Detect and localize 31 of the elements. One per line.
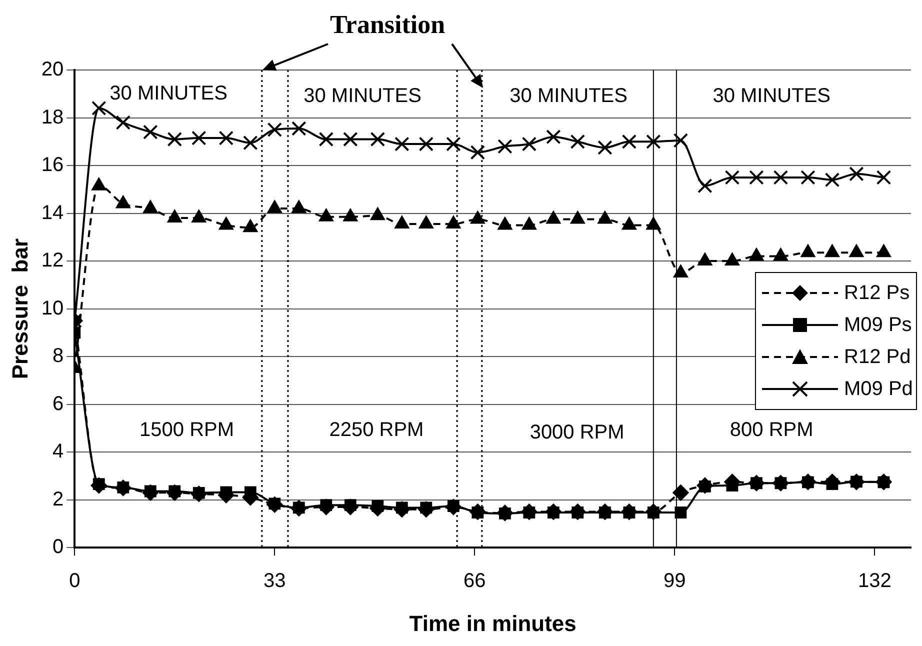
- annotation: 30 MINUTES: [510, 84, 628, 107]
- x-tick-label: 66: [464, 570, 486, 592]
- annotation: 2250 RPM: [329, 419, 424, 442]
- legend-label: M09 Ps: [844, 314, 912, 336]
- y-tick-label: 12: [41, 250, 64, 272]
- x-tick-label: 132: [858, 570, 892, 592]
- legend-label: M09 Pd: [844, 378, 913, 400]
- y-tick-label: 18: [41, 106, 64, 128]
- annotation: 30 MINUTES: [712, 84, 831, 107]
- y-axis-title: Pressure bar: [7, 238, 32, 380]
- annotation: 800 RPM: [730, 419, 814, 442]
- legend-label: R12 Ps: [844, 282, 910, 304]
- y-tick-label: 8: [52, 345, 64, 368]
- annotation: 1500 RPM: [140, 419, 234, 442]
- x-tick-label: 99: [664, 570, 686, 592]
- annotation: 30 MINUTES: [110, 82, 228, 104]
- y-tick-label: 6: [52, 392, 64, 415]
- annotation: Transition: [330, 10, 446, 40]
- y-tick-label: 4: [52, 440, 64, 463]
- y-tick-label: 10: [41, 297, 64, 320]
- x-tick-label: 33: [264, 570, 286, 592]
- annotation: 30 MINUTES: [304, 84, 422, 107]
- y-tick-label: 20: [41, 58, 64, 81]
- x-axis-title: Time in minutes: [409, 610, 576, 636]
- y-tick-label: 0: [52, 536, 64, 558]
- y-tick-label: 14: [41, 202, 64, 224]
- y-tick-label: 16: [41, 154, 64, 176]
- y-tick-label: 2: [52, 488, 64, 510]
- x-tick-label: 0: [69, 570, 80, 592]
- legend-label: R12 Pd: [844, 346, 911, 368]
- annotation: 3000 RPM: [530, 421, 624, 444]
